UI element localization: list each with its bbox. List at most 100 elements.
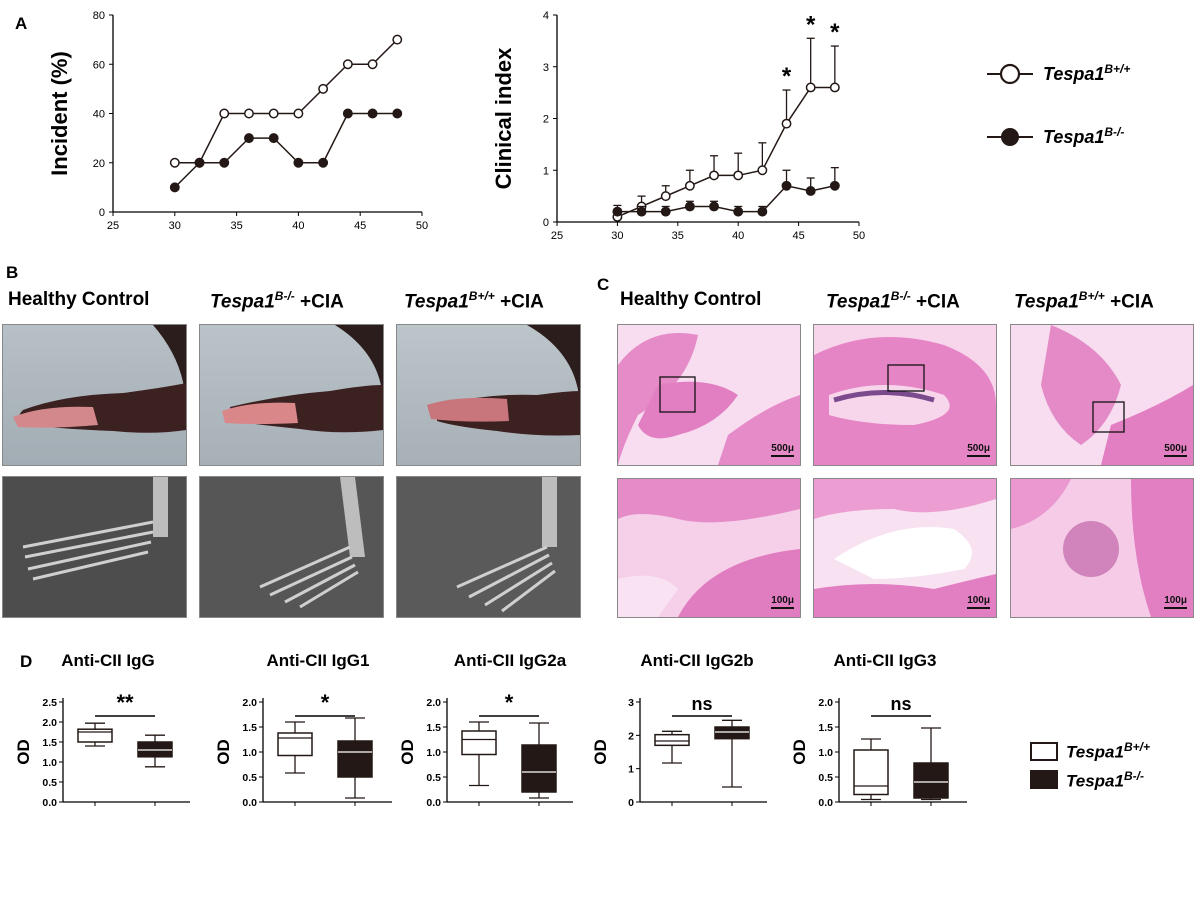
- histology-ko-low: 500μ: [813, 324, 997, 466]
- x-tick-label: 40: [292, 220, 304, 232]
- legend-a-label-ko: Tespa1: [1043, 127, 1105, 147]
- y-tick-label: 2: [628, 730, 634, 742]
- panel-c-header-ko: Tespa1B-/- +CIA: [826, 289, 960, 313]
- data-point: [268, 133, 279, 144]
- y-axis-label: OD: [591, 739, 610, 765]
- histology-healthy-high: 100μ: [617, 478, 801, 618]
- x-tick-label: 45: [792, 230, 804, 242]
- y-axis-label: OD: [214, 739, 233, 765]
- histology-healthy-low: 500μ: [617, 324, 801, 466]
- data-point: [268, 108, 279, 119]
- y-tick-label: 0.5: [818, 772, 833, 784]
- legend-d-swatch-ko: [1030, 770, 1058, 790]
- y-tick-label: 3: [628, 697, 634, 709]
- data-point: [392, 108, 403, 119]
- panel-b-header-healthy: Healthy Control: [8, 289, 150, 310]
- y-tick-label: 3: [543, 62, 549, 74]
- data-point: [293, 157, 304, 168]
- paw-photo-ko-image: [222, 325, 383, 433]
- panel-letter-d: D: [20, 652, 33, 671]
- box-plot-title: Anti-CII IgG2b: [640, 651, 753, 670]
- y-tick-label: 0.0: [42, 797, 57, 809]
- data-point: [757, 165, 768, 176]
- box: [77, 728, 113, 743]
- histology-wt-low: 500μ: [1010, 324, 1194, 466]
- data-point: [367, 108, 378, 119]
- legend-d-swatch-wt: [1030, 741, 1058, 761]
- data-point: [757, 206, 768, 217]
- y-tick-label: 2.0: [242, 697, 257, 709]
- data-point: [733, 206, 744, 217]
- y-tick-label: 2.0: [42, 717, 57, 729]
- scale-bar-500-wt: 500μ: [1164, 443, 1187, 457]
- legend-a-item-wt: Tespa1B+/+: [985, 62, 1130, 85]
- box-plot-igg2b: Anti-CII IgG2b 0 1 2 3 OD ns: [591, 651, 767, 809]
- y-tick-label: 0: [543, 217, 549, 229]
- xray-wt-image: [397, 477, 580, 617]
- xray-ko: [199, 476, 384, 618]
- y-tick-label: 1.5: [818, 722, 833, 734]
- data-point: [318, 83, 329, 94]
- box: [337, 740, 373, 778]
- x-tick-label: 50: [416, 220, 428, 232]
- y-tick-label: 0.5: [42, 777, 57, 789]
- histology-healthy-high-image: [618, 479, 800, 617]
- y-tick-label: 1.0: [242, 747, 257, 759]
- y-tick-label: 60: [93, 59, 105, 71]
- xray-healthy-image: [3, 477, 186, 617]
- xray-ko-image: [200, 477, 383, 617]
- histology-wt-low-image: [1041, 325, 1193, 465]
- series-line-1: [174, 112, 398, 188]
- paw-photo-wt: [396, 324, 581, 466]
- y-tick-label: 0.5: [242, 772, 257, 784]
- legend-a-label-wt: Tespa1: [1043, 64, 1105, 84]
- data-point: [367, 59, 378, 70]
- data-point: [318, 157, 329, 168]
- data-point: [684, 201, 695, 212]
- paw-photo-ko: [199, 324, 384, 466]
- incident-chart: 0 20 40 60 80 25 30 35 40 45 50 Incident (%): [47, 10, 428, 232]
- series-line-0: [174, 39, 398, 164]
- data-point: [781, 118, 792, 129]
- data-point: [709, 201, 719, 212]
- series-line-0: [617, 86, 835, 218]
- significance-star: *: [830, 19, 840, 46]
- data-point: [660, 206, 671, 217]
- data-point: [709, 170, 719, 181]
- box-plot-title: Anti-CII IgG2a: [454, 651, 567, 670]
- data-point: [169, 182, 180, 193]
- x-tick-label: 25: [551, 230, 563, 242]
- x-tick-label: 30: [169, 220, 181, 232]
- legend-d-sup-ko: B-/-: [1123, 768, 1144, 783]
- y-tick-label: 0: [628, 797, 634, 809]
- y-tick-label: 1.0: [426, 747, 441, 759]
- legend-a-sup-ko: B-/-: [1104, 125, 1125, 139]
- y-tick-label: 1: [628, 764, 634, 776]
- data-point: [169, 157, 180, 168]
- y-tick-label: 40: [93, 109, 105, 121]
- box: [521, 744, 557, 793]
- legend-d-label-wt: Tespa1: [1066, 742, 1124, 762]
- data-point: [194, 157, 205, 168]
- box: [714, 726, 750, 740]
- box-plot-igg: Anti-CII IgG 0.0 0.5 1.0 1.5 2.0 2.5 OD **: [14, 651, 190, 809]
- data-point: [829, 180, 840, 191]
- data-point: [392, 34, 403, 45]
- data-point: [781, 180, 792, 191]
- y-tick-label: 2.0: [818, 697, 833, 709]
- x-tick-label: 25: [107, 220, 119, 232]
- data-point: [829, 82, 840, 93]
- open-circle-marker-icon: [987, 63, 1033, 84]
- box-plot-igg1: Anti-CII IgG1 0.0 0.5 1.0 1.5 2.0 OD *: [214, 651, 392, 809]
- y-axis-label: Clinical index: [491, 47, 516, 190]
- histology-ko-high: 100μ: [813, 478, 997, 618]
- box-plot-igg3: Anti-CII IgG3 0.0 0.5 1.0 1.5 2.0 OD ns: [790, 651, 967, 809]
- xray-healthy: [2, 476, 187, 618]
- data-point: [684, 180, 695, 191]
- histology-wt-high: 100μ: [1010, 478, 1194, 618]
- y-tick-label: 1: [543, 165, 549, 177]
- box: [913, 762, 949, 799]
- panel-c-header-healthy: Healthy Control: [620, 289, 762, 310]
- data-point: [244, 108, 254, 119]
